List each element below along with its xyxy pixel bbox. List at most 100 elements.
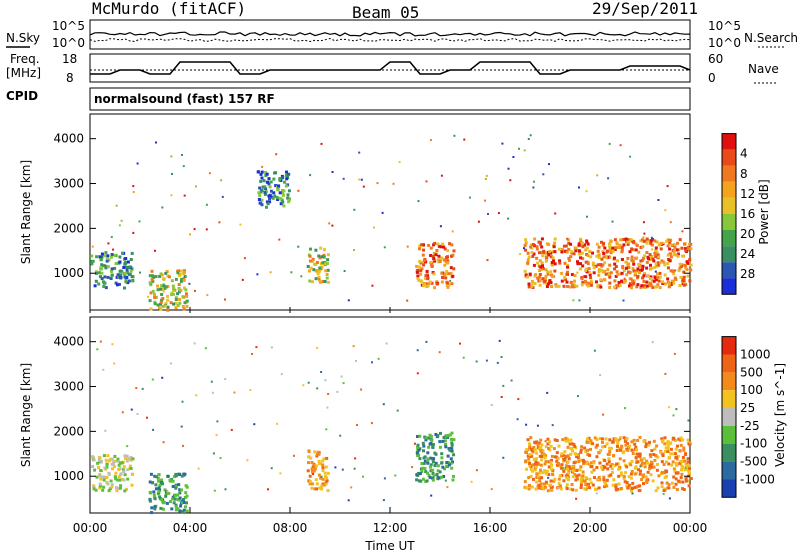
data-cell — [307, 455, 311, 459]
data-cell — [560, 466, 564, 470]
data-cell — [573, 452, 577, 456]
data-cell — [597, 273, 601, 277]
data-cell — [614, 483, 618, 487]
data-cell — [286, 196, 290, 200]
data-cell — [415, 264, 419, 268]
data-cell — [538, 283, 542, 287]
data-cell — [545, 285, 549, 288]
data-cell — [632, 282, 636, 285]
sparse-cell — [96, 348, 99, 351]
data-cell — [591, 261, 595, 265]
sparse-cell — [162, 290, 165, 293]
data-cell — [447, 434, 451, 437]
data-cell — [649, 275, 653, 279]
sparse-cell — [320, 142, 323, 145]
data-cell — [438, 445, 442, 449]
data-cell — [666, 244, 670, 248]
data-cell — [317, 270, 321, 274]
data-cell — [655, 444, 659, 448]
data-cell — [528, 483, 531, 487]
data-cell — [429, 246, 433, 250]
sparse-cell — [115, 204, 118, 207]
sparse-cell — [107, 242, 110, 245]
data-cell — [431, 443, 435, 446]
data-cell — [324, 465, 328, 469]
data-cell — [174, 296, 178, 300]
data-cell — [675, 248, 679, 252]
data-cell — [450, 449, 453, 452]
data-cell — [571, 475, 575, 479]
data-cell — [111, 462, 115, 465]
data-cell — [634, 456, 638, 460]
data-cell — [640, 461, 644, 465]
data-cell — [607, 273, 611, 277]
data-cell — [176, 493, 180, 497]
data-cell — [98, 275, 102, 279]
data-cell — [681, 438, 684, 442]
data-cell — [260, 198, 264, 202]
data-cell — [325, 479, 329, 483]
data-cell — [426, 451, 430, 455]
time-tick-label: 20:00 — [573, 521, 608, 535]
data-cell — [613, 464, 617, 468]
data-cell — [148, 274, 152, 278]
data-cell — [285, 170, 288, 174]
data-cell — [157, 486, 161, 490]
sparse-cell — [425, 180, 428, 183]
sparse-cell — [529, 134, 532, 137]
colorbar-segment — [722, 214, 736, 231]
data-cell — [653, 276, 657, 280]
data-cell — [116, 273, 120, 277]
sparse-cell — [629, 155, 632, 158]
data-cell — [639, 458, 643, 462]
data-cell — [527, 476, 531, 480]
data-cell — [552, 259, 555, 263]
data-cell — [258, 186, 262, 190]
sparse-cell — [195, 394, 198, 397]
data-cell — [570, 442, 574, 446]
data-cell — [589, 447, 592, 451]
data-cell — [541, 485, 545, 489]
data-cell — [446, 285, 450, 289]
data-cell — [601, 445, 604, 449]
data-cell — [688, 467, 691, 470]
data-cell — [159, 300, 163, 304]
freq-trace — [90, 61, 691, 75]
data-cell — [606, 467, 610, 471]
data-cell — [418, 260, 422, 263]
data-cell — [537, 486, 541, 490]
sparse-cell — [343, 270, 346, 272]
data-cell — [156, 288, 160, 292]
data-cell — [126, 260, 130, 264]
data-cell — [324, 482, 328, 486]
data-cell — [669, 269, 673, 273]
data-cell — [648, 253, 652, 257]
data-cell — [449, 461, 453, 465]
data-cell — [575, 455, 579, 459]
data-cell — [667, 462, 671, 466]
data-cell — [689, 268, 693, 272]
data-cell — [603, 261, 607, 265]
data-cell — [630, 255, 634, 259]
sparse-cell — [657, 199, 660, 201]
data-cell — [267, 177, 271, 181]
data-cell — [120, 477, 124, 481]
data-cell — [523, 243, 527, 247]
data-cell — [649, 239, 653, 243]
sparse-cell — [193, 342, 196, 345]
data-cell — [642, 274, 646, 278]
data-cell — [129, 458, 133, 462]
data-cell — [680, 472, 684, 476]
data-cell — [650, 255, 654, 258]
data-cell — [596, 285, 600, 289]
data-cell — [125, 268, 129, 272]
data-cell — [158, 274, 162, 278]
data-cell — [179, 269, 183, 273]
data-cell — [116, 457, 120, 461]
data-cell — [130, 483, 134, 487]
data-cell — [689, 263, 693, 267]
sparse-cell — [166, 490, 169, 493]
data-cell — [417, 278, 421, 282]
data-cell — [97, 458, 101, 462]
